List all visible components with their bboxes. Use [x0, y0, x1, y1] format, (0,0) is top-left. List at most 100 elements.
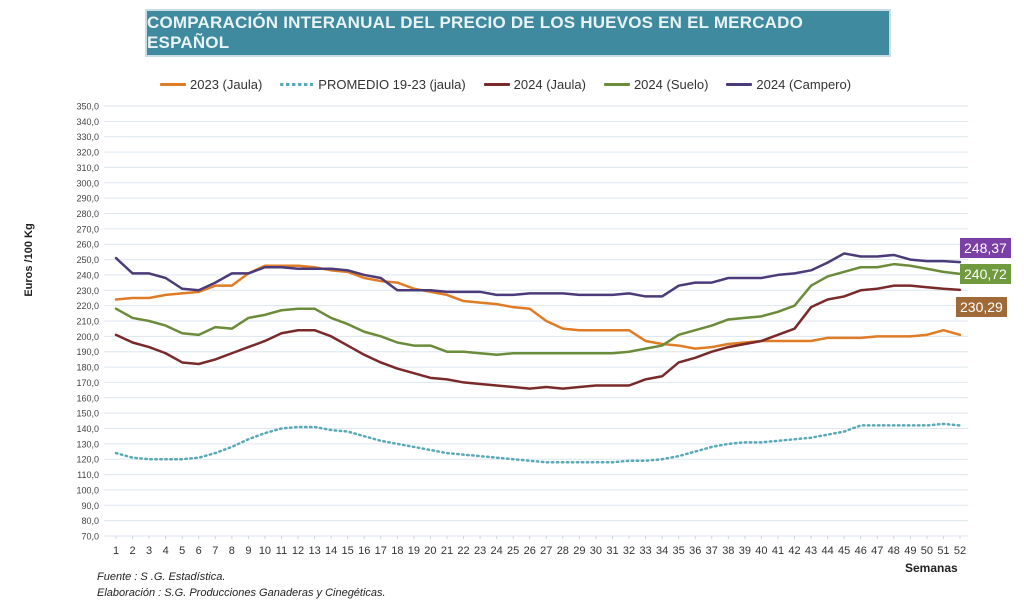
- legend-item-2024-campero: 2024 (Campero): [726, 77, 851, 92]
- legend-item-2024-jaula: 2024 (Jaula): [483, 76, 586, 92]
- x-tick-label: 14: [325, 545, 337, 557]
- x-tick-label: 47: [871, 545, 883, 557]
- legend-label: 2024 (Campero): [756, 76, 852, 92]
- y-tick-label: 350,0: [76, 102, 99, 112]
- x-tick-label: 41: [772, 545, 784, 557]
- y-tick-label: 70,0: [81, 532, 99, 542]
- x-axis-title: Semanas: [905, 561, 958, 575]
- legend-label: 2024 (Suelo): [633, 76, 709, 92]
- y-tick-label: 90,0: [81, 501, 99, 511]
- series-line-2024-suelo: [114, 262, 962, 357]
- legend-swatch: [483, 82, 510, 86]
- y-tick-label: 80,0: [81, 516, 99, 526]
- x-tick-label: 30: [590, 545, 602, 557]
- x-tick-label: 50: [921, 545, 933, 557]
- legend-label: PROMEDIO 19-23 (jaula): [318, 76, 466, 92]
- y-tick-label: 330,0: [76, 132, 99, 142]
- x-tick-label: 17: [375, 545, 387, 557]
- y-tick-label: 300,0: [76, 178, 99, 188]
- x-tick-label: 18: [391, 545, 403, 557]
- y-tick-label: 260,0: [76, 240, 99, 250]
- y-tick-label: 280,0: [76, 209, 99, 219]
- y-tick-label: 310,0: [76, 163, 99, 173]
- y-tick-label: 170,0: [76, 378, 99, 388]
- chart-title-text: COMPARACIÓN INTERANUAL DEL PRECIO DE LOS…: [147, 13, 804, 52]
- y-tick-label: 140,0: [76, 424, 99, 434]
- x-tick-label: 7: [212, 545, 218, 557]
- x-tick-label: 42: [788, 545, 800, 557]
- end-label-2024-campero: 248,37: [960, 238, 1011, 258]
- y-tick-label: 290,0: [76, 194, 99, 204]
- end-label-2024-jaula: 230,29: [956, 297, 1007, 317]
- x-tick-label: 40: [755, 545, 767, 557]
- y-tick-label: 110,0: [77, 470, 99, 480]
- x-tick-label: 46: [855, 545, 867, 557]
- chart-title: COMPARACIÓN INTERANUAL DEL PRECIO DE LOS…: [145, 9, 891, 57]
- legend-label: 2023 (Jaula): [190, 76, 263, 92]
- y-tick-label: 200,0: [76, 332, 99, 342]
- x-tick-label: 3: [146, 545, 152, 557]
- x-tick-label: 45: [838, 545, 850, 557]
- y-tick-label: 250,0: [76, 255, 99, 265]
- x-tick-label: 15: [342, 545, 354, 557]
- legend-swatch: [280, 82, 315, 86]
- y-tick-label: 270,0: [76, 224, 99, 234]
- legend-item-promedio: PROMEDIO 19-23 (jaula): [280, 76, 466, 92]
- x-tick-label: 23: [474, 545, 486, 557]
- series-line-2024-jaula: [114, 284, 962, 390]
- y-tick-label: 130,0: [76, 439, 99, 449]
- y-tick-label: 210,0: [76, 317, 99, 327]
- x-tick-label: 10: [259, 545, 271, 557]
- legend-item-2024-suelo: 2024 (Suelo): [603, 76, 709, 92]
- legend-item-2023-jaula: 2023 (Jaula): [160, 77, 262, 92]
- x-tick-label: 8: [229, 545, 235, 557]
- x-tick-label: 19: [408, 545, 420, 557]
- legend: 2023 (Jaula) PROMEDIO 19-23 (jaula) 2024…: [160, 74, 900, 94]
- y-tick-label: 220,0: [76, 301, 99, 311]
- x-tick-label: 49: [904, 545, 916, 557]
- x-tick-label: 6: [196, 545, 202, 557]
- x-tick-label: 21: [441, 545, 453, 557]
- x-tick-label: 1: [113, 545, 119, 557]
- x-tick-label: 37: [706, 545, 718, 557]
- y-tick-label: 100,0: [76, 485, 99, 495]
- y-tick-label: 120,0: [76, 455, 99, 465]
- x-tick-label: 4: [163, 545, 169, 557]
- x-tick-label: 9: [245, 545, 251, 557]
- series-line-promedio-19-23-jaula: [114, 422, 962, 464]
- y-tick-label: 160,0: [76, 393, 99, 403]
- x-tick-label: 28: [557, 545, 569, 557]
- legend-swatch: [603, 82, 630, 86]
- y-tick-label: 320,0: [76, 148, 99, 158]
- x-tick-label: 20: [424, 545, 436, 557]
- x-tick-label: 36: [689, 545, 701, 557]
- y-tick-label: 230,0: [76, 286, 99, 296]
- x-tick-label: 51: [937, 545, 949, 557]
- y-tick-label: 150,0: [76, 409, 99, 419]
- legend-label: 2024 (Jaula): [513, 76, 586, 92]
- x-tick-label: 26: [524, 545, 536, 557]
- elaboration-note: Elaboración : S.G. Producciones Ganadera…: [97, 587, 386, 599]
- x-tick-label: 25: [507, 545, 519, 557]
- y-tick-label: 190,0: [76, 347, 99, 357]
- x-tick-label: 39: [739, 545, 751, 557]
- y-tick-label: 180,0: [76, 363, 99, 373]
- x-tick-label: 38: [722, 545, 734, 557]
- x-tick-label: 11: [276, 545, 287, 557]
- y-tick-label: 240,0: [76, 270, 99, 280]
- x-tick-label: 43: [805, 545, 817, 557]
- x-tick-label: 22: [457, 545, 469, 557]
- x-tick-label: 12: [292, 545, 304, 557]
- x-tick-label: 16: [358, 545, 370, 557]
- source-note: Fuente : S .G. Estadística.: [97, 571, 226, 583]
- y-tick-label: 340,0: [76, 117, 99, 127]
- x-tick-label: 35: [673, 545, 685, 557]
- x-tick-label: 5: [179, 545, 185, 557]
- x-tick-label: 52: [954, 545, 966, 557]
- series-line-2024-campero: [114, 252, 962, 298]
- legend-swatch: [726, 82, 753, 86]
- x-tick-label: 13: [308, 545, 320, 557]
- x-tick-label: 32: [623, 545, 635, 557]
- x-tick-label: 29: [573, 545, 585, 557]
